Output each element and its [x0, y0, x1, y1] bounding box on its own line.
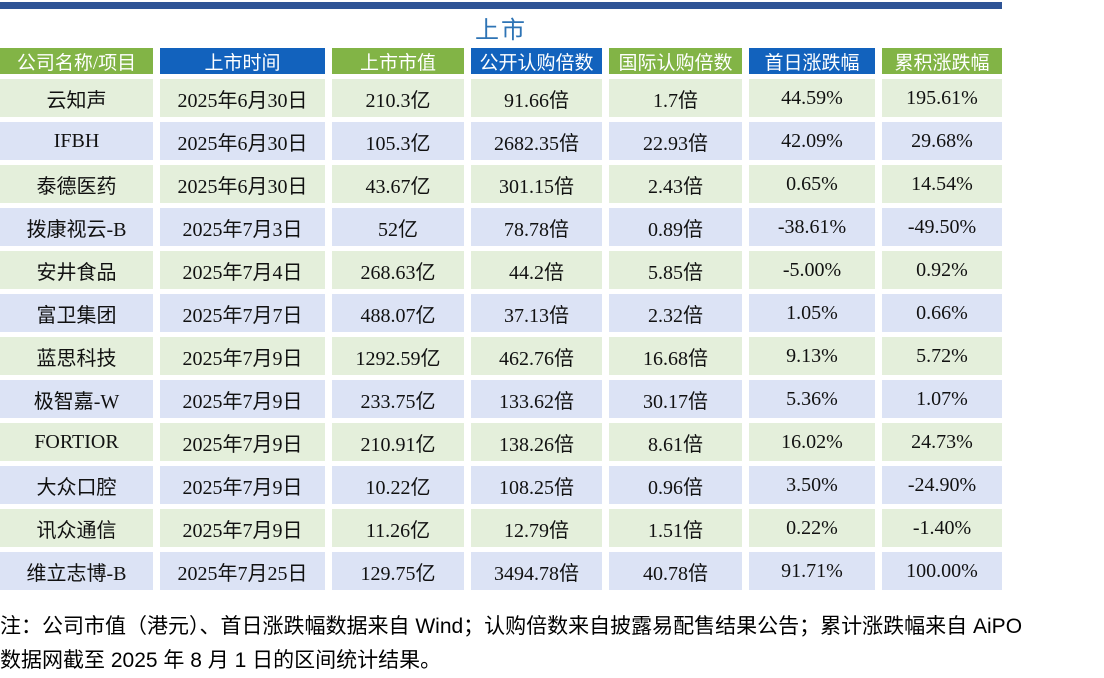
cell-first-day-change: -38.61% [749, 208, 875, 246]
cell-public-subscription: 2682.35倍 [471, 122, 602, 160]
cell-listing-date: 2025年7月3日 [160, 208, 325, 246]
cell-company: 极智嘉-W [0, 380, 153, 418]
cell-cumulative-change: 195.61% [882, 79, 1002, 117]
cell-company: 蓝思科技 [0, 337, 153, 375]
column-header-public-subscription: 公开认购倍数 [471, 48, 602, 74]
cell-listing-date: 2025年7月4日 [160, 251, 325, 289]
cell-intl-subscription: 0.96倍 [609, 466, 742, 504]
cell-public-subscription: 91.66倍 [471, 79, 602, 117]
cell-first-day-change: 5.36% [749, 380, 875, 418]
footnote-line1: 注：公司市值（港元）、首日涨跌幅数据来自 Wind；认购倍数来自披露易配售结果公… [0, 615, 1023, 638]
cell-cumulative-change: 1.07% [882, 380, 1002, 418]
cell-first-day-change: 0.22% [749, 509, 875, 547]
column-header-market-cap: 上市市值 [332, 48, 464, 74]
cell-public-subscription: 133.62倍 [471, 380, 602, 418]
column-header-company: 公司名称/项目 [0, 48, 153, 74]
cell-first-day-change: 0.65% [749, 165, 875, 203]
ipo-table: 公司名称/项目 上市时间 上市市值 公开认购倍数 国际认购倍数 首日涨跌幅 累积… [0, 48, 1002, 590]
cell-intl-subscription: 2.32倍 [609, 294, 742, 332]
cell-listing-date: 2025年7月9日 [160, 380, 325, 418]
cell-intl-subscription: 0.89倍 [609, 208, 742, 246]
cell-market-cap: 129.75亿 [332, 552, 464, 590]
cell-company: IFBH [0, 122, 153, 160]
cell-public-subscription: 138.26倍 [471, 423, 602, 461]
cell-first-day-change: 44.59% [749, 79, 875, 117]
cell-company: 讯众通信 [0, 509, 153, 547]
cell-listing-date: 2025年7月9日 [160, 466, 325, 504]
cell-market-cap: 268.63亿 [332, 251, 464, 289]
cell-listing-date: 2025年7月9日 [160, 509, 325, 547]
cell-intl-subscription: 5.85倍 [609, 251, 742, 289]
cell-public-subscription: 12.79倍 [471, 509, 602, 547]
cell-first-day-change: -5.00% [749, 251, 875, 289]
cell-first-day-change: 1.05% [749, 294, 875, 332]
cell-listing-date: 2025年6月30日 [160, 122, 325, 160]
cell-market-cap: 210.3亿 [332, 79, 464, 117]
column-header-cumulative-change: 累积涨跌幅 [882, 48, 1002, 74]
column-header-intl-subscription: 国际认购倍数 [609, 48, 742, 74]
cell-cumulative-change: 0.66% [882, 294, 1002, 332]
cell-market-cap: 43.67亿 [332, 165, 464, 203]
cell-intl-subscription: 16.68倍 [609, 337, 742, 375]
cell-listing-date: 2025年6月30日 [160, 165, 325, 203]
cell-market-cap: 488.07亿 [332, 294, 464, 332]
cell-cumulative-change: 24.73% [882, 423, 1002, 461]
cell-company: 拨康视云-B [0, 208, 153, 246]
cell-listing-date: 2025年7月9日 [160, 337, 325, 375]
cell-market-cap: 10.22亿 [332, 466, 464, 504]
cell-intl-subscription: 30.17倍 [609, 380, 742, 418]
cell-public-subscription: 108.25倍 [471, 466, 602, 504]
cell-listing-date: 2025年7月25日 [160, 552, 325, 590]
footnote: 注：公司市值（港元）、首日涨跌幅数据来自 Wind；认购倍数来自披露易配售结果公… [0, 610, 1104, 678]
cell-public-subscription: 44.2倍 [471, 251, 602, 289]
cell-intl-subscription: 1.51倍 [609, 509, 742, 547]
cell-cumulative-change: -24.90% [882, 466, 1002, 504]
cell-company: 云知声 [0, 79, 153, 117]
cell-cumulative-change: -1.40% [882, 509, 1002, 547]
cell-public-subscription: 37.13倍 [471, 294, 602, 332]
column-header-first-day-change: 首日涨跌幅 [749, 48, 875, 74]
cell-cumulative-change: 14.54% [882, 165, 1002, 203]
cell-intl-subscription: 22.93倍 [609, 122, 742, 160]
cell-listing-date: 2025年7月7日 [160, 294, 325, 332]
cell-intl-subscription: 1.7倍 [609, 79, 742, 117]
cell-market-cap: 105.3亿 [332, 122, 464, 160]
table-title: 上市 [475, 18, 527, 44]
cell-company: 大众口腔 [0, 466, 153, 504]
cell-listing-date: 2025年6月30日 [160, 79, 325, 117]
cell-market-cap: 1292.59亿 [332, 337, 464, 375]
cell-first-day-change: 16.02% [749, 423, 875, 461]
cell-market-cap: 233.75亿 [332, 380, 464, 418]
cell-cumulative-change: 100.00% [882, 552, 1002, 590]
cell-company: 泰德医药 [0, 165, 153, 203]
cell-market-cap: 11.26亿 [332, 509, 464, 547]
cell-company: FORTIOR [0, 423, 153, 461]
cell-intl-subscription: 40.78倍 [609, 552, 742, 590]
column-header-listing-date: 上市时间 [160, 48, 325, 74]
cell-public-subscription: 301.15倍 [471, 165, 602, 203]
cell-public-subscription: 3494.78倍 [471, 552, 602, 590]
cell-market-cap: 52亿 [332, 208, 464, 246]
cell-cumulative-change: 5.72% [882, 337, 1002, 375]
cell-cumulative-change: 29.68% [882, 122, 1002, 160]
cell-intl-subscription: 2.43倍 [609, 165, 742, 203]
cell-company: 富卫集团 [0, 294, 153, 332]
cell-company: 安井食品 [0, 251, 153, 289]
cell-first-day-change: 9.13% [749, 337, 875, 375]
cell-public-subscription: 78.78倍 [471, 208, 602, 246]
cell-company: 维立志博-B [0, 552, 153, 590]
cell-market-cap: 210.91亿 [332, 423, 464, 461]
cell-first-day-change: 3.50% [749, 466, 875, 504]
cell-intl-subscription: 8.61倍 [609, 423, 742, 461]
cell-cumulative-change: -49.50% [882, 208, 1002, 246]
cell-public-subscription: 462.76倍 [471, 337, 602, 375]
top-rule-divider [0, 2, 1002, 9]
cell-listing-date: 2025年7月9日 [160, 423, 325, 461]
cell-first-day-change: 91.71% [749, 552, 875, 590]
footnote-line2: 数据网截至 2025 年 8 月 1 日的区间统计结果。 [0, 649, 442, 672]
cell-cumulative-change: 0.92% [882, 251, 1002, 289]
cell-first-day-change: 42.09% [749, 122, 875, 160]
